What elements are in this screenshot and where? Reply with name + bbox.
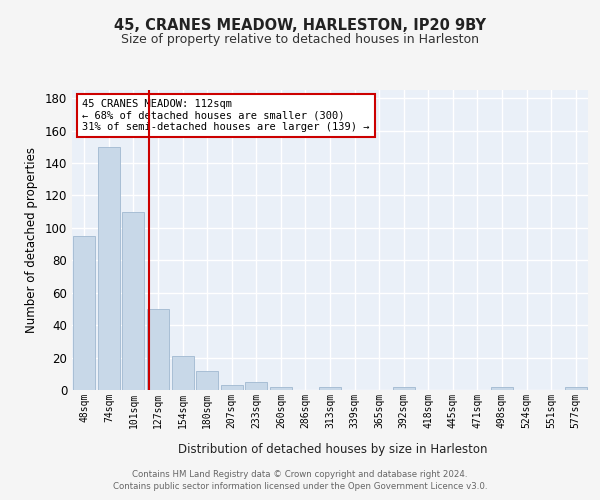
Bar: [319, 387, 341, 390]
Text: 45, CRANES MEADOW, HARLESTON, IP20 9BY: 45, CRANES MEADOW, HARLESTON, IP20 9BY: [114, 18, 486, 32]
Text: Contains public sector information licensed under the Open Government Licence v3: Contains public sector information licen…: [113, 482, 487, 491]
Bar: [221, 385, 243, 390]
Y-axis label: Number of detached properties: Number of detached properties: [25, 147, 38, 333]
Bar: [392, 387, 415, 390]
Text: Contains HM Land Registry data © Crown copyright and database right 2024.: Contains HM Land Registry data © Crown c…: [132, 470, 468, 479]
Bar: [147, 309, 169, 390]
Text: 45 CRANES MEADOW: 112sqm
← 68% of detached houses are smaller (300)
31% of semi-: 45 CRANES MEADOW: 112sqm ← 68% of detach…: [82, 99, 370, 132]
Bar: [122, 212, 145, 390]
Bar: [172, 356, 194, 390]
Bar: [98, 147, 120, 390]
Bar: [270, 387, 292, 390]
Bar: [491, 387, 513, 390]
Text: Distribution of detached houses by size in Harleston: Distribution of detached houses by size …: [178, 442, 488, 456]
Text: Size of property relative to detached houses in Harleston: Size of property relative to detached ho…: [121, 32, 479, 46]
Bar: [196, 370, 218, 390]
Bar: [73, 236, 95, 390]
Bar: [245, 382, 268, 390]
Bar: [565, 387, 587, 390]
